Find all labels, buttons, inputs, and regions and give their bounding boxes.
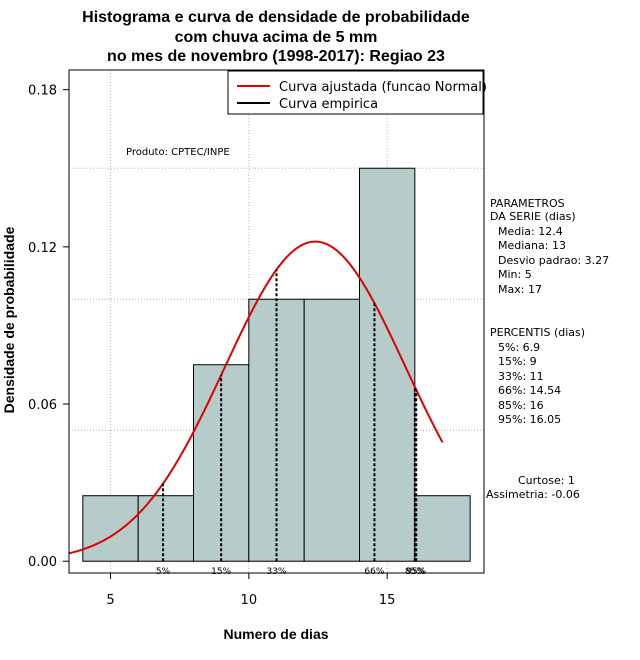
- curves: [68, 240, 444, 555]
- percentile-label-3: 66%: [364, 567, 384, 577]
- percentil-33: 33%: 11: [498, 370, 544, 383]
- percentil-5: 5%: 6.9: [498, 341, 540, 354]
- percentile-lines: 5% 15% 33% 66% 85%95%: [156, 269, 427, 577]
- y-tick-label-1: 0.06: [28, 398, 57, 413]
- percentis-panel: PERCENTIS (dias) 5%: 6.9 15%: 9 33%: 11 …: [490, 326, 585, 426]
- y-axis-label: Densidade de probabilidade: [1, 226, 17, 413]
- histogram-bar-6: [414, 495, 471, 562]
- chart-title-line-3: no mes de novembro (1998-2017): Regiao 2…: [107, 48, 445, 65]
- x-tick-label-1: 10: [241, 593, 258, 608]
- x-tick-label-2: 15: [379, 593, 396, 608]
- percentile-label-1: 15%: [211, 567, 231, 577]
- plot-frame: [68, 69, 485, 574]
- curtose-value: Curtose: 1: [518, 474, 575, 487]
- legend-label-empirical: Curva empirica: [279, 97, 378, 112]
- y-tick-label-3: 0.18: [28, 84, 57, 99]
- x-axis-ticks: 5 10 15: [106, 573, 395, 608]
- percentile-label-2: 33%: [266, 567, 286, 577]
- chart-title-line-1: Histograma e curva de densidade de proba…: [82, 9, 470, 26]
- parametro-min: Min: 5: [498, 268, 532, 281]
- parametro-media: Media: 12.4: [498, 225, 563, 238]
- histogram-bar-1: [137, 495, 195, 562]
- percentis-header: PERCENTIS (dias): [490, 326, 585, 339]
- x-tick-label-0: 5: [106, 593, 114, 608]
- parametro-desvio: Desvio padrao: 3.27: [498, 254, 609, 267]
- parametros-header-1: PARAMETROS: [490, 197, 565, 210]
- percentile-label-0: 5%: [156, 567, 171, 577]
- assimetria-value: Assimetria: -0.06: [486, 488, 580, 501]
- y-tick-label-0: 0.00: [28, 555, 57, 570]
- parametro-max: Max: 17: [498, 283, 542, 296]
- percentile-label-4: 85%: [405, 567, 425, 577]
- percentile-label-5: 95%: [406, 567, 426, 577]
- chart-title-line-2: com chuva acima de 5 mm: [175, 29, 378, 46]
- legend-label-normal: Curva ajustada (funcao Normal): [279, 80, 487, 95]
- x-axis-label: Numero de dias: [223, 626, 328, 642]
- legend-box: [227, 70, 484, 115]
- percentil-15: 15%: 9: [498, 355, 537, 368]
- percentil-85: 85%: 16: [498, 399, 544, 412]
- parametros-panel: PARAMETROS DA SERIE (dias) Media: 12.4 M…: [490, 197, 609, 296]
- legend: Curva ajustada (funcao Normal) Curva emp…: [227, 70, 487, 115]
- source-note: Produto: CPTEC/INPE: [126, 147, 230, 158]
- histogram-bars: [82, 167, 471, 562]
- normal-curve: [68, 240, 444, 555]
- histogram-bar-0: [82, 495, 139, 562]
- percentil-95: 95%: 16.05: [498, 413, 561, 426]
- percentil-66: 66%: 14.54: [498, 384, 561, 397]
- y-tick-label-2: 0.12: [28, 241, 57, 256]
- parametro-mediana: Mediana: 13: [498, 239, 566, 252]
- parametros-header-2: DA SERIE (dias): [490, 210, 576, 223]
- y-axis-ticks: 0.00 0.06 0.12 0.18: [28, 84, 69, 570]
- histogram-bar-4: [303, 298, 360, 562]
- histogram-bar-5: [359, 167, 416, 562]
